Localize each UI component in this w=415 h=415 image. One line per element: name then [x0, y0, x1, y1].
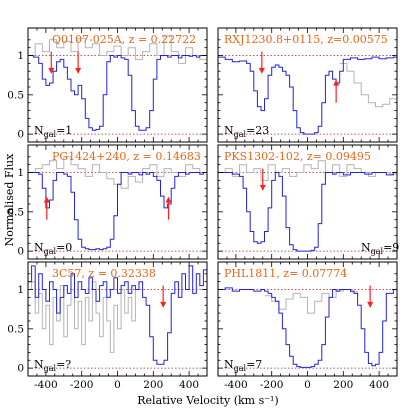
x-tick-label: 400 — [369, 379, 389, 391]
y-tick-label: 1 — [17, 284, 24, 296]
comparison-spectrum-line — [264, 289, 359, 314]
panel-title: 3C57, z = 0.32338 — [52, 267, 156, 280]
down-arrow-marker — [75, 51, 82, 74]
ngal-label: Ngal=9 — [361, 241, 399, 256]
plot-area — [28, 156, 207, 252]
spectrum-line — [218, 172, 397, 252]
panel-5: 0 0.5 1 -400 -200 0 200 400 3C57, z = 0.32338 Nga… — [7, 261, 208, 391]
plot-area — [28, 35, 207, 135]
down-arrow-marker — [48, 51, 55, 74]
arrow-head — [165, 196, 172, 203]
down-arrow-marker — [160, 285, 167, 308]
arrow-head — [160, 301, 167, 308]
panel-title: PKS1302-102, z= 0.09495 — [224, 150, 371, 163]
panel-3: 0 0.5 1 PG1424+240, z = 0.14683 Ngal=0 — [7, 144, 208, 260]
x-tick-label: 200 — [143, 379, 163, 391]
arrow-head — [75, 67, 82, 74]
spectrum-line — [28, 172, 207, 251]
y-axis-label: Normalised Flux — [3, 153, 16, 246]
up-arrow-marker — [43, 196, 50, 220]
x-tick-label: -400 — [34, 379, 58, 391]
x-tick-label: -200 — [260, 379, 284, 391]
plot-area — [28, 265, 207, 369]
y-tick-label: 0.5 — [7, 89, 24, 101]
y-tick-label: 0 — [17, 129, 24, 141]
x-tick-label: -200 — [70, 379, 94, 391]
comparison-spectrum-line — [339, 62, 397, 108]
arrow-head — [48, 67, 55, 74]
x-axis-label: Relative Velocity (km s⁻¹) — [137, 394, 278, 407]
comparison-spectrum-line — [28, 35, 207, 64]
ngal-label: Ngal=23 — [224, 124, 269, 139]
panel-2: RXJ1230.8+0115, z=0.00575 Ngal=23 — [217, 27, 398, 143]
panel-6: -400 -200 0 200 400 PHL1811, z= 0.07774 Ngal=7 — [217, 261, 398, 391]
x-tick-label: 400 — [179, 379, 199, 391]
up-arrow-marker — [333, 79, 340, 103]
x-tick-label: -400 — [224, 379, 248, 391]
ngal-label: Ngal=? — [34, 358, 71, 373]
y-tick-label: 0 — [17, 363, 24, 375]
spectrum-line — [218, 287, 397, 368]
comparison-spectrum-line — [218, 160, 397, 181]
spectrum-line — [28, 55, 207, 131]
down-arrow-marker — [258, 51, 265, 74]
y-tick-label: 1 — [17, 167, 24, 179]
down-arrow-marker — [259, 168, 266, 191]
plot-area — [218, 51, 397, 135]
ngal-label: Ngal=7 — [224, 358, 262, 373]
arrow-head — [367, 301, 374, 308]
x-tick-label: 0 — [304, 379, 311, 391]
comparison-spectrum-line — [28, 281, 136, 353]
panel-title: Q0107-025A, z = 0.22722 — [52, 33, 196, 46]
ngal-label: Ngal=0 — [34, 241, 72, 256]
arrow-head — [258, 67, 265, 74]
y-tick-label: 0 — [17, 246, 24, 258]
ngal-label: Ngal=1 — [34, 124, 72, 139]
y-tick-label: 0.5 — [7, 323, 24, 335]
arrow-head — [259, 184, 266, 191]
plot-area — [218, 160, 397, 252]
x-tick-label: 0 — [114, 379, 121, 391]
panel-1: 0 0.5 1 Q0107-025A, z = 0.22722 Ngal=1 — [7, 27, 208, 143]
spectrum-line — [28, 265, 207, 365]
panel-grid: 0 0.5 1 Q0107-025A, z = 0.22722 Ngal=1 RXJ123… — [7, 27, 399, 391]
panel-title: PHL1811, z= 0.07774 — [224, 267, 347, 280]
x-tick-label: 200 — [333, 379, 353, 391]
panel-title: RXJ1230.8+0115, z=0.00575 — [224, 33, 388, 46]
down-arrow-marker — [367, 285, 374, 308]
up-arrow-marker — [165, 196, 172, 220]
plot-area — [218, 285, 397, 369]
arrow-head — [333, 79, 340, 86]
panel-4: PKS1302-102, z= 0.09495 Ngal=9 — [217, 144, 399, 260]
y-tick-label: 1 — [17, 50, 24, 62]
y-tick-label: 0.5 — [7, 206, 24, 218]
panel-title: PG1424+240, z = 0.14683 — [52, 150, 201, 163]
arrow-head — [43, 196, 50, 203]
spectrum-line — [218, 56, 397, 135]
